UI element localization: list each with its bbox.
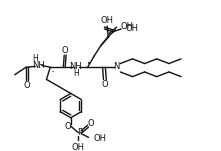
Text: ,,: ,, — [51, 68, 55, 73]
Text: O: O — [101, 80, 108, 89]
Text: NH: NH — [32, 61, 44, 70]
Text: H: H — [74, 69, 79, 78]
Text: OH: OH — [72, 143, 85, 151]
Text: •: • — [88, 61, 91, 67]
Text: H: H — [32, 54, 38, 63]
Text: N: N — [113, 62, 120, 71]
Text: OH: OH — [101, 16, 114, 25]
Text: OH: OH — [93, 134, 106, 143]
Text: O: O — [24, 80, 30, 90]
Text: P: P — [77, 128, 82, 137]
Text: OH: OH — [126, 24, 139, 32]
Text: O: O — [87, 119, 94, 128]
Text: OH: OH — [120, 22, 133, 31]
Text: O: O — [65, 122, 71, 131]
Text: NH: NH — [69, 62, 82, 71]
Text: O: O — [62, 46, 69, 55]
